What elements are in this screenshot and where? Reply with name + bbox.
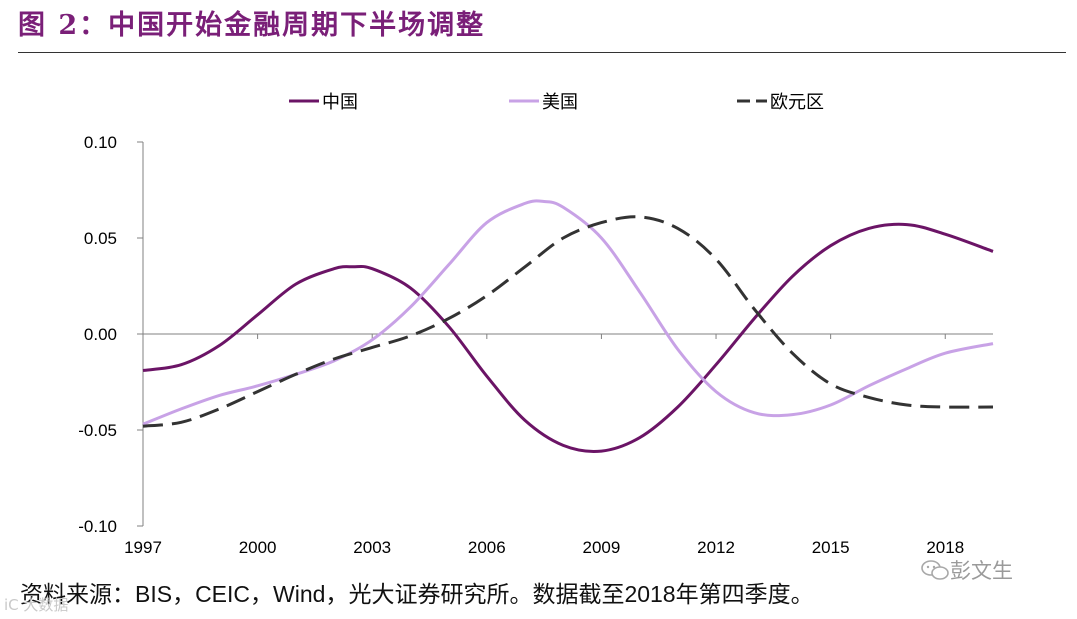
chart-legend: 中国 美国 欧元区 [289, 92, 824, 113]
watermark: 彭文生 [920, 556, 1013, 586]
source-suffix-b: 年第四季度。 [675, 582, 814, 608]
x-tick-label: 2000 [239, 538, 277, 557]
source-list: BIS，CEIC，Wind， [135, 581, 349, 607]
y-axis: 0.10 0.05 0.00 -0.05 -0.10 [78, 133, 144, 536]
x-tick-label: 1997 [124, 538, 162, 557]
x-tick-label: 2009 [583, 538, 621, 557]
x-axis: 1997 2000 2003 2006 2009 2012 2015 2018 [124, 333, 993, 557]
source-suffix-a: 光大证券研究所。数据截至 [348, 582, 625, 608]
legend-label-china: 中国 [322, 92, 358, 113]
chart-series [142, 199, 994, 453]
source-note: 资料来源：BIS，CEIC，Wind，光大证券研究所。数据截至2018年第四季度… [20, 578, 814, 610]
legend-label-euro: 欧元区 [770, 92, 824, 113]
source-year: 2018 [624, 581, 676, 607]
y-tick-label: -0.05 [78, 421, 117, 440]
x-tick-label: 2018 [926, 538, 964, 557]
wechat-icon [920, 559, 950, 581]
y-tick-label: -0.10 [78, 517, 117, 536]
x-tick-label: 2012 [697, 538, 735, 557]
figure-title: 图 2：中国开始金融周期下半场调整 [18, 10, 486, 41]
watermark-name: 彭文生 [950, 559, 1013, 583]
x-tick-label: 2003 [353, 538, 391, 557]
y-tick-label: 0.00 [84, 325, 117, 344]
y-tick-label: 0.10 [84, 133, 117, 152]
y-tick-label: 0.05 [84, 229, 117, 248]
watermark-bottom-left: iC 大数据 [4, 596, 69, 614]
series-line-euro [142, 215, 994, 428]
title-divider [18, 52, 1066, 53]
series-line-china [142, 222, 994, 453]
legend-label-us: 美国 [542, 92, 578, 113]
x-tick-label: 2006 [468, 538, 506, 557]
x-tick-label: 2015 [812, 538, 850, 557]
source-prefix: 资料来源： [20, 582, 135, 608]
